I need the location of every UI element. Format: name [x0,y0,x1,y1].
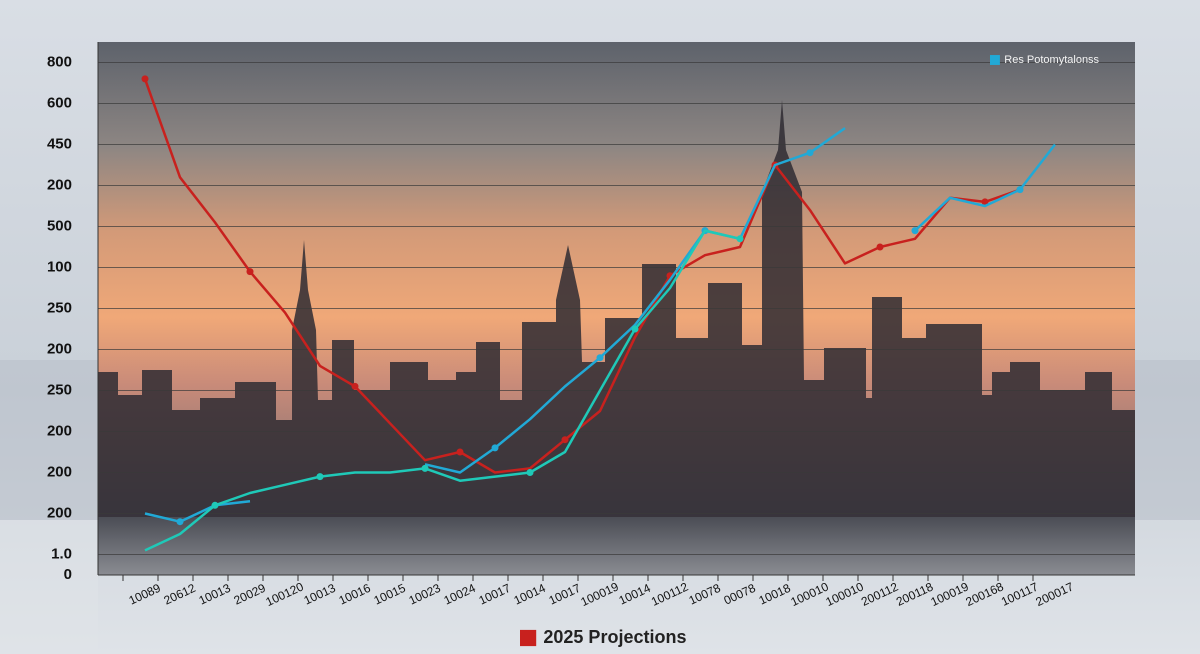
series-point [176,518,184,526]
series-point [491,444,499,452]
shore [0,520,98,654]
x-tick-label: 100120 [264,579,307,609]
x-tick-label: 10078 [687,581,723,608]
series-point [141,75,149,83]
y-tick-label: 500 [47,217,72,234]
series-point [246,268,254,276]
x-tick-label: 20029 [232,581,268,608]
x-tick-label: 200017 [1034,579,1077,609]
skyline [98,100,1135,517]
x-tick-label: 100010 [824,579,867,609]
series-point [211,501,219,509]
legend-label: 2025 Projections [543,627,686,647]
x-tick-label: 10015 [372,581,408,608]
water [98,517,1135,575]
y-tick-label: 200 [47,422,72,439]
x-tick-label: 10017 [477,581,513,608]
x-tick-label: 100112 [649,579,691,608]
x-tick-label: 10014 [512,581,548,608]
x-tick-label: 100019 [929,579,972,609]
x-tick-label: 10013 [197,581,233,608]
x-tick-label: 200112 [859,579,901,608]
x-tick-label: 10017 [547,581,583,608]
x-tick-label: 10018 [757,581,793,608]
series-point [876,243,884,251]
y-tick-label: 250 [47,299,72,316]
series-point [456,448,464,456]
series-point [351,382,359,390]
y-tick-label: 100 [47,258,72,275]
series-point [631,325,639,333]
x-tick-label: 10013 [302,581,338,608]
y-tick-label: 200 [47,463,72,480]
x-tick-label: 10024 [442,581,478,608]
legend-label: Res Potomytalonss [1004,54,1099,66]
x-tick-label: 10016 [337,581,373,608]
x-tick-label: 00078 [722,581,758,608]
x-tick-label: 20612 [162,581,198,608]
series-point [561,436,569,444]
series-point [526,469,534,476]
y-tick-label: 250 [47,381,72,398]
x-tick-label: 10014 [617,581,653,608]
x-tick-label: 100010 [789,579,832,609]
x-tick-label: 100117 [999,579,1041,608]
y-tick-label: 800 [47,53,72,70]
series-point [596,354,604,362]
y-tick-label: 200 [47,340,72,357]
series-point [981,198,989,206]
x-tick-label: 10089 [127,581,163,608]
x-tick-label: 200118 [894,579,936,608]
series-point [736,235,744,243]
series-line [144,229,741,552]
x-tick-label: 100019 [579,579,622,609]
x-tick-label: 10023 [407,581,443,608]
series-point [1016,186,1024,194]
series-point [316,473,324,481]
legend-swatch [520,629,537,647]
y-tick-label: 600 [47,94,72,111]
legend-swatch [990,55,1000,65]
y-tick-label: 0 [64,566,72,583]
series-point [806,149,814,157]
y-tick-label: 200 [47,176,72,193]
y-tick-label: 1.0 [51,545,72,562]
x-tick-label: 200168 [964,579,1007,609]
series-point [911,227,919,235]
y-tick-label: 450 [47,135,72,152]
series-line [143,78,1021,474]
series-point [421,464,429,472]
y-tick-label: 200 [47,504,72,521]
